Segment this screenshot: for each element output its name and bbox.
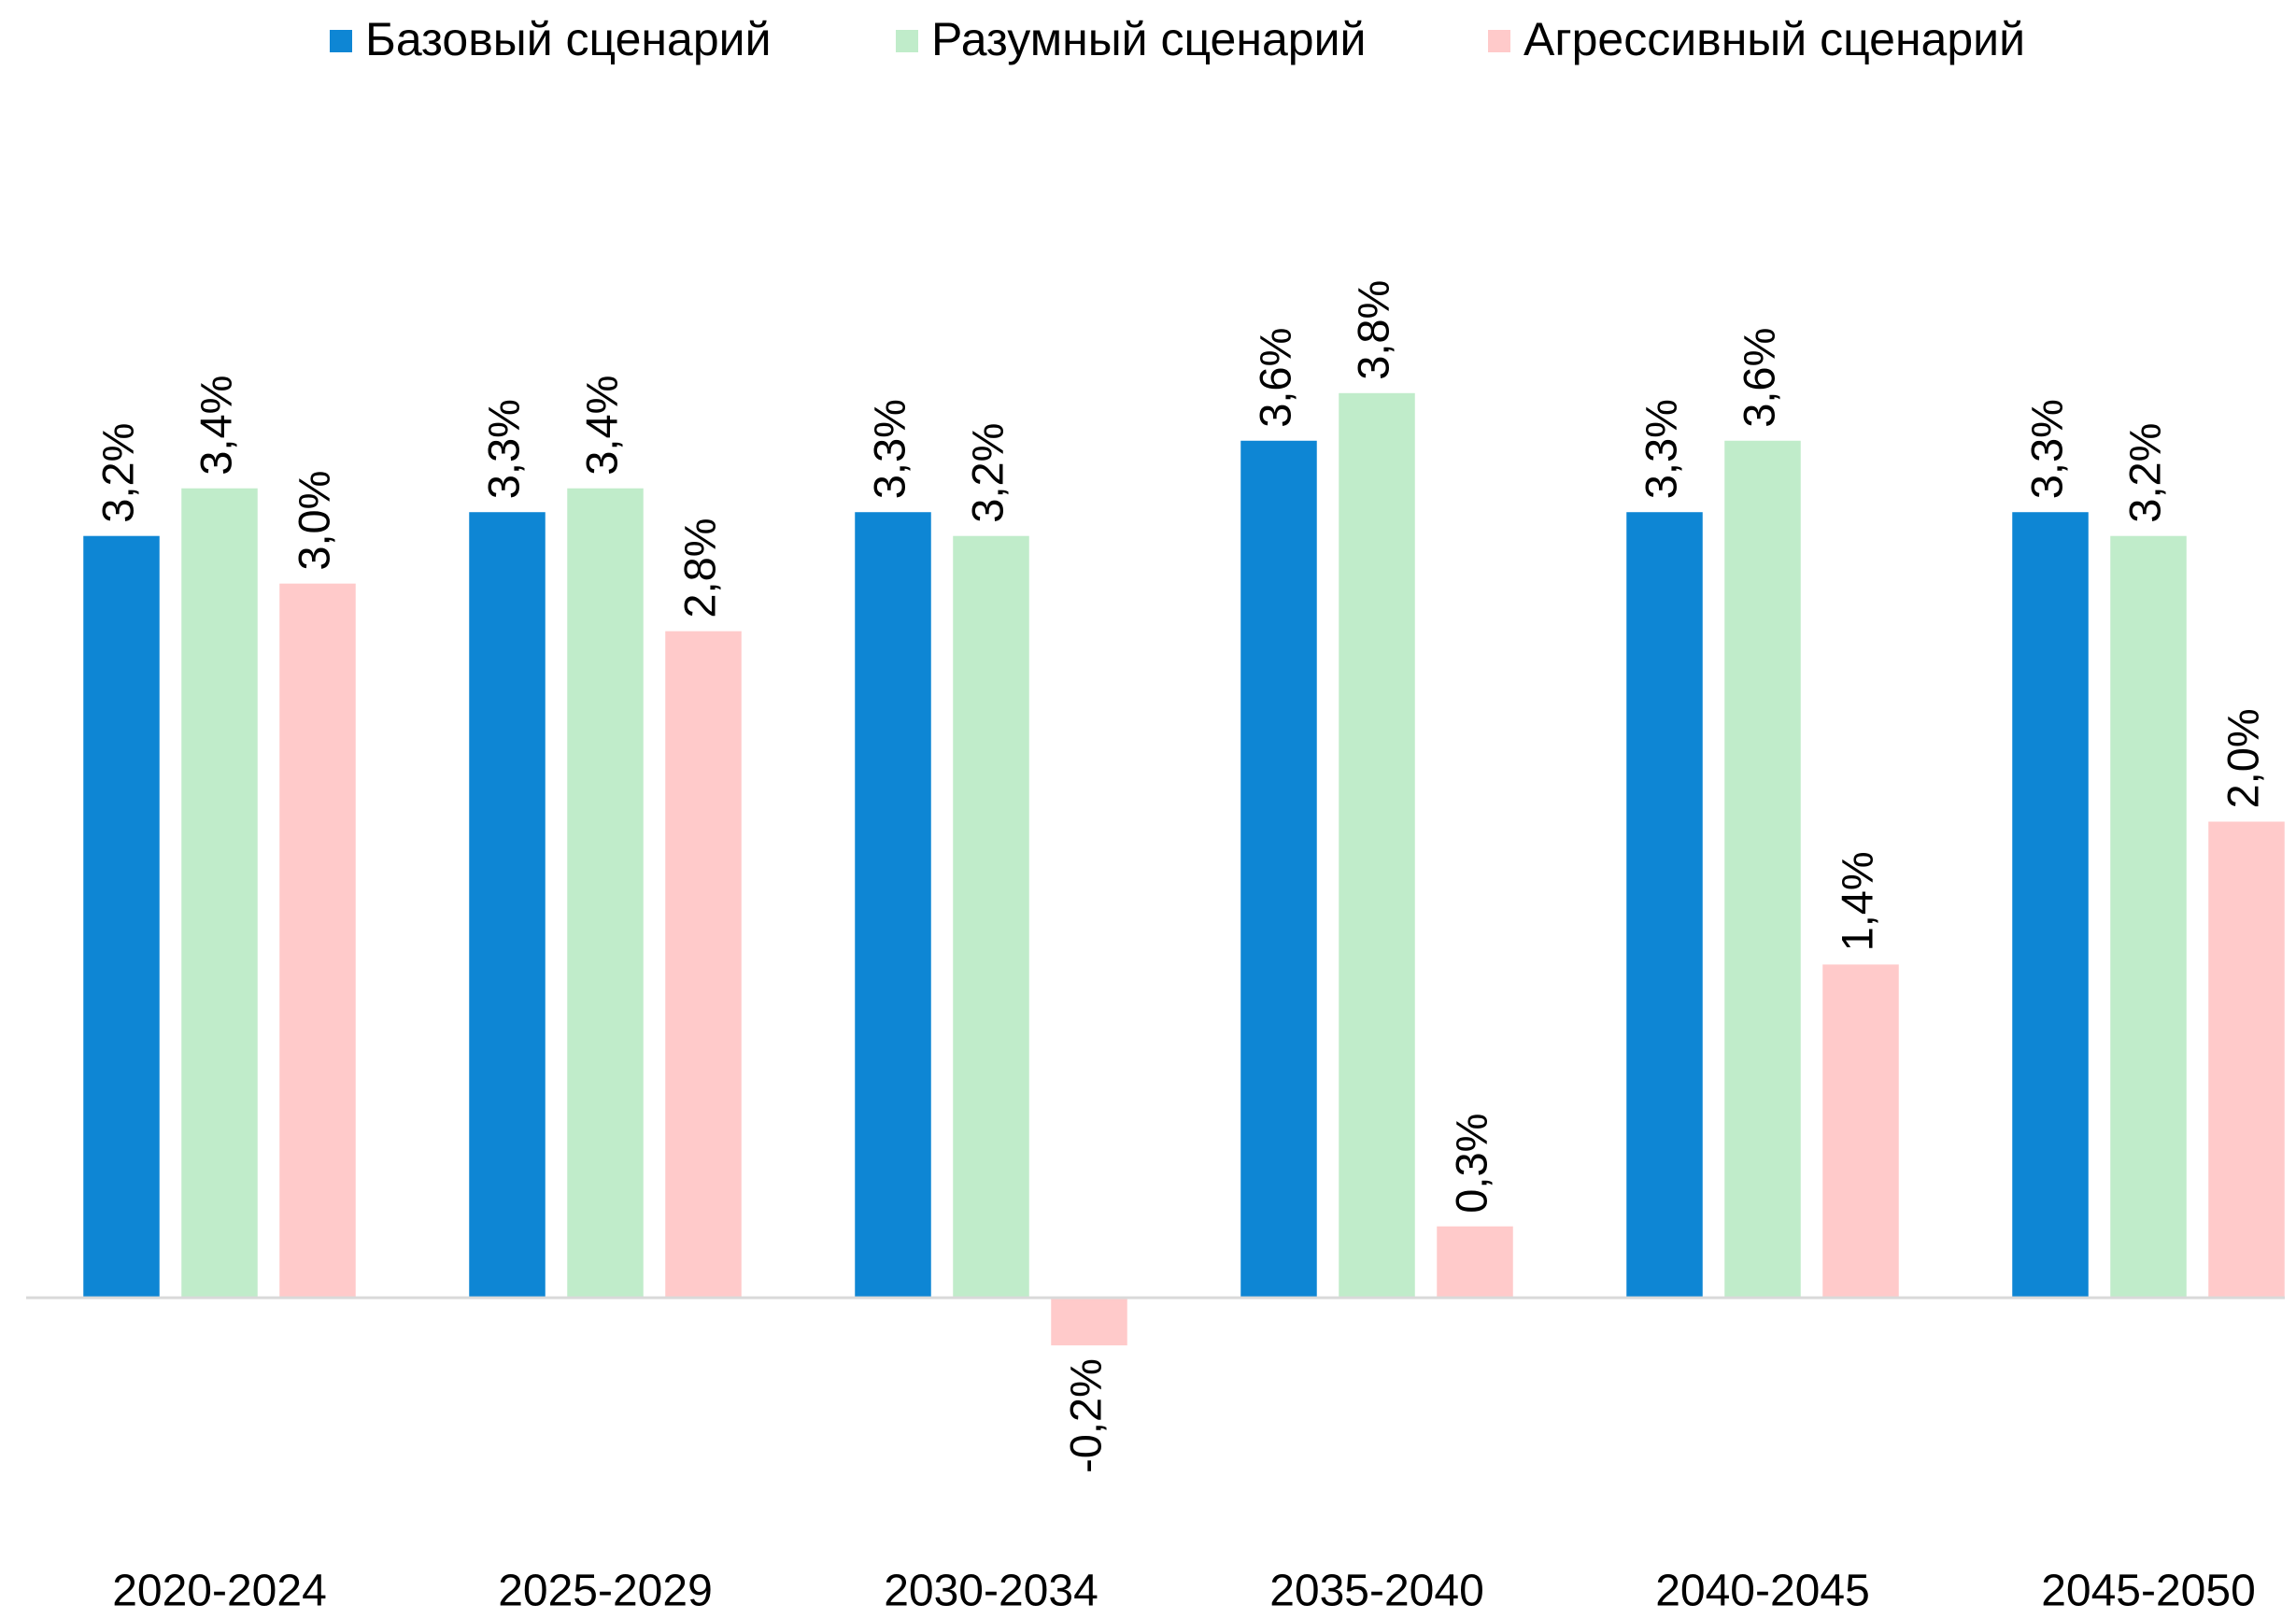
legend-swatch — [330, 30, 352, 52]
legend-label: Агрессивный сценарий — [1524, 13, 2025, 65]
data-label: 1,4% — [1832, 851, 1881, 951]
x-tick-label: 2035-2040 — [1269, 1567, 1484, 1616]
data-label: 2,8% — [674, 518, 724, 618]
data-label: 3,8% — [1348, 280, 1397, 380]
data-label: 3,3% — [864, 399, 914, 499]
x-tick-label: 2030-2034 — [884, 1567, 1098, 1616]
bar — [1626, 512, 1703, 1299]
x-tick-label: 2020-2024 — [112, 1567, 327, 1616]
data-label: 3,6% — [1250, 328, 1299, 428]
bar — [855, 512, 931, 1299]
bar — [2208, 821, 2285, 1299]
x-tick-label: 2025-2029 — [498, 1567, 713, 1616]
bar — [953, 535, 1029, 1299]
bar — [1339, 392, 1415, 1299]
bar — [181, 488, 258, 1299]
bar — [469, 512, 546, 1299]
data-label: 3,2% — [962, 423, 1012, 523]
bar — [2110, 535, 2187, 1299]
data-label: 0,3% — [1446, 1114, 1495, 1214]
legend-swatch — [896, 30, 918, 52]
data-label: 3,6% — [1734, 328, 1783, 428]
data-label: 3,3% — [1636, 399, 1685, 499]
x-tick-label: 2040-2045 — [1655, 1567, 1870, 1616]
bar — [1437, 1226, 1513, 1299]
data-label: 3,3% — [2021, 399, 2071, 499]
bar — [1240, 440, 1317, 1299]
data-label: 3,3% — [478, 399, 528, 499]
data-label: 3,4% — [191, 376, 240, 476]
data-label: 3,2% — [92, 423, 142, 523]
bar — [1822, 964, 1899, 1299]
bar — [1724, 440, 1801, 1299]
x-tick-label: 2045-2050 — [2041, 1567, 2256, 1616]
legend-label: Разумный сценарий — [931, 13, 1366, 65]
data-label: 3,2% — [2119, 423, 2169, 523]
legend-swatch — [1488, 30, 1510, 52]
bar — [665, 631, 742, 1299]
bar — [279, 583, 356, 1299]
legend-label: Базовый сценарий — [365, 13, 772, 65]
data-label: 3,4% — [576, 376, 626, 476]
data-label: 3,0% — [289, 471, 338, 571]
bar — [83, 535, 160, 1299]
bar — [1051, 1298, 1127, 1346]
data-label: -0,2% — [1060, 1358, 1110, 1473]
bar — [567, 488, 644, 1299]
data-label: 2,0% — [2218, 708, 2267, 808]
bar — [2012, 512, 2089, 1299]
